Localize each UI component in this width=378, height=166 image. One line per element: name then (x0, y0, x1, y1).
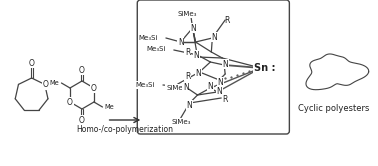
Text: O: O (79, 116, 85, 124)
Text: N: N (196, 69, 201, 78)
Text: N: N (211, 33, 217, 42)
Text: N: N (183, 83, 189, 91)
Text: O: O (29, 58, 34, 68)
Text: Sn :: Sn : (254, 63, 276, 73)
Text: N: N (208, 82, 213, 90)
Text: O: O (91, 83, 97, 92)
Text: R: R (185, 72, 191, 81)
Text: N: N (222, 59, 228, 69)
Text: Me₃Si: Me₃Si (147, 46, 166, 52)
Text: N: N (191, 24, 197, 33)
Text: SiMe₃: SiMe₃ (178, 11, 197, 17)
Text: R: R (185, 47, 191, 56)
Text: Me: Me (104, 104, 114, 110)
Text: O: O (79, 66, 85, 75)
Text: N: N (216, 86, 222, 95)
Text: Me₃Si: Me₃Si (139, 35, 158, 41)
Text: Me: Me (50, 80, 59, 86)
FancyBboxPatch shape (137, 0, 290, 134)
Text: Cyclic polyesters: Cyclic polyesters (298, 103, 370, 113)
Text: N: N (217, 78, 223, 86)
Text: Homo-/co-polymerization: Homo-/co-polymerization (76, 124, 174, 133)
Text: SiMe₃: SiMe₃ (166, 85, 186, 91)
Text: N: N (194, 50, 200, 59)
Text: Me₃Si: Me₃Si (136, 82, 155, 88)
Text: N: N (187, 100, 192, 110)
Text: O: O (67, 97, 73, 107)
Text: O: O (43, 80, 49, 89)
Text: R: R (225, 15, 230, 25)
Text: SiMe₃: SiMe₃ (171, 119, 191, 125)
Text: N: N (178, 38, 184, 46)
Text: R: R (223, 94, 228, 103)
